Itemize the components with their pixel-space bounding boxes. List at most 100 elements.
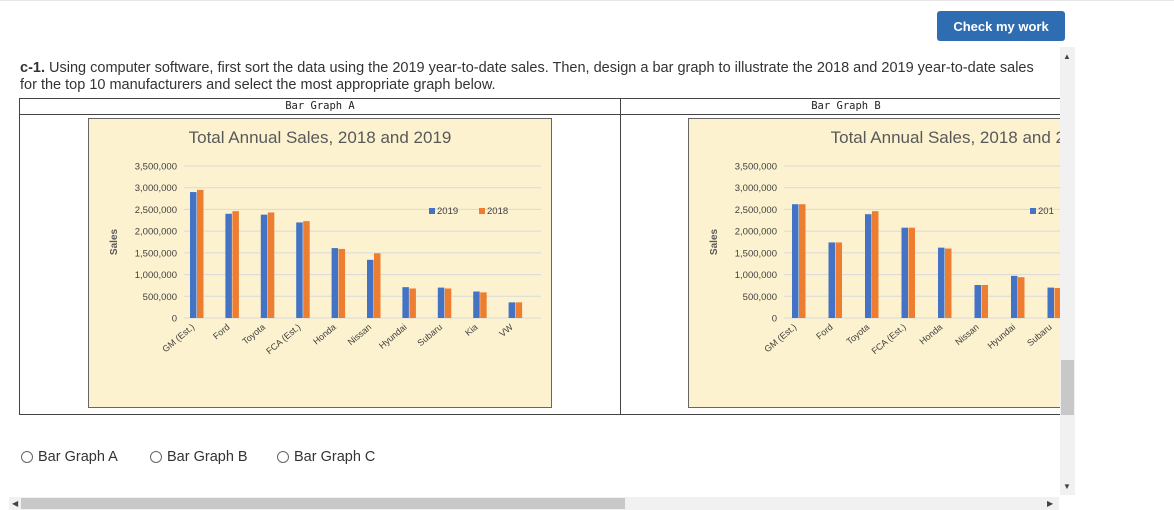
legend-label: 2019 xyxy=(437,206,458,217)
option-label: Bar Graph A xyxy=(38,449,118,465)
option-bar-graph-a[interactable]: Bar Graph A xyxy=(21,449,118,465)
x-tick-label: Subaru xyxy=(1025,322,1054,348)
horizontal-scroll-thumb[interactable] xyxy=(21,498,625,509)
radio-icon[interactable] xyxy=(277,451,289,463)
bar-2018 xyxy=(267,212,275,318)
bar-2019 xyxy=(296,222,303,318)
bar-2019 xyxy=(1011,275,1018,318)
question-number: c-1. xyxy=(20,60,45,76)
y-tick-label: 1,500,000 xyxy=(735,248,777,259)
bar-graph-a: Total Annual Sales, 2018 and 2019 Sales 0 5… xyxy=(109,128,541,356)
y-tick-label: 3,000,000 xyxy=(735,183,777,194)
bar-2018 xyxy=(303,221,310,318)
legend-label: 2018 xyxy=(487,206,508,217)
scroll-down-icon[interactable]: ▼ xyxy=(1063,482,1071,491)
bar-2018 xyxy=(908,227,915,318)
graph-table: Bar Graph A Total Annual Sales, 2018 and… xyxy=(19,98,1060,415)
bar-2019 xyxy=(260,214,268,318)
bar-2018 xyxy=(1054,288,1060,318)
x-tick-label: Subaru xyxy=(415,322,444,348)
x-tick-label: VW xyxy=(497,322,515,339)
chart-title: Total Annual Sales, 2018 and 2019 xyxy=(831,128,1060,147)
x-tick-label: Toyota xyxy=(240,322,267,347)
bar-2019 xyxy=(792,204,799,318)
graph-a-frame: Total Annual Sales, 2018 and 2019 Sales 0 5… xyxy=(88,118,552,408)
y-tick-label: 3,000,000 xyxy=(135,183,177,194)
top-divider xyxy=(0,0,1174,1)
bar-2019 xyxy=(473,291,480,318)
legend-swatch-2018 xyxy=(479,208,485,214)
y-tick-label: 2,000,000 xyxy=(735,227,777,238)
y-tick-label: 2,500,000 xyxy=(735,205,777,216)
option-label: Bar Graph C xyxy=(294,449,376,465)
y-tick-label: 0 xyxy=(772,314,777,325)
bar-2018 xyxy=(835,242,842,318)
scroll-left-icon[interactable]: ◀ xyxy=(12,499,19,508)
graph-a-header: Bar Graph A xyxy=(20,99,620,115)
bar-2018 xyxy=(409,288,416,318)
legend-label: 201 xyxy=(1038,206,1054,217)
legend-swatch-2019 xyxy=(1030,208,1036,214)
x-tick-label: Hyundai xyxy=(377,322,409,351)
bar-2019 xyxy=(225,213,232,318)
bar-2018 xyxy=(480,292,487,318)
graph-a-column: Bar Graph A Total Annual Sales, 2018 and… xyxy=(20,99,621,414)
vertical-scrollbar[interactable]: ▲ ▼ xyxy=(1060,47,1075,495)
graph-b-column: Bar Graph B Total Annual Sales, 2018 and… xyxy=(621,99,1060,414)
question-prompt: c-1. Using computer software, first sort… xyxy=(20,60,1050,94)
x-tick-label: FCA (Est.) xyxy=(870,322,908,356)
bar-2018 xyxy=(945,248,952,318)
bar-2018 xyxy=(799,204,806,318)
y-tick-label: 1,000,000 xyxy=(135,270,177,281)
bar-2018 xyxy=(872,211,879,318)
radio-icon[interactable] xyxy=(21,451,33,463)
chart-title: Total Annual Sales, 2018 and 2019 xyxy=(189,128,452,147)
x-tick-label: Nissan xyxy=(346,322,374,347)
check-my-work-button[interactable]: Check my work xyxy=(937,11,1065,41)
y-axis-label: Sales xyxy=(709,228,720,255)
y-tick-label: 0 xyxy=(172,314,177,325)
x-tick-label: FCA (Est.) xyxy=(264,322,302,356)
bar-2019 xyxy=(901,227,908,318)
bar-2018 xyxy=(338,248,346,318)
x-tick-label: Ford xyxy=(211,322,232,342)
option-label: Bar Graph B xyxy=(167,449,248,465)
scroll-right-icon[interactable]: ▶ xyxy=(1047,499,1054,508)
bar-2018 xyxy=(515,302,523,318)
x-tick-label: GM (Est.) xyxy=(762,322,798,354)
option-bar-graph-c[interactable]: Bar Graph C xyxy=(277,449,375,465)
bar-2019 xyxy=(1047,287,1054,318)
bar-2019 xyxy=(508,302,516,318)
graph-b-header: Bar Graph B xyxy=(621,99,1060,115)
x-tick-label: Hyundai xyxy=(986,322,1018,351)
question-text: Using computer software, first sort the … xyxy=(20,60,1034,93)
bar-graph-b: Total Annual Sales, 2018 and 2019 Sales 0 5… xyxy=(709,128,1060,356)
bar-2019 xyxy=(865,214,872,318)
vertical-scroll-thumb[interactable] xyxy=(1061,360,1074,415)
y-tick-label: 2,500,000 xyxy=(135,205,177,216)
option-bar-graph-b[interactable]: Bar Graph B xyxy=(150,449,248,465)
bar-2019 xyxy=(828,242,835,318)
bar-2018 xyxy=(1018,277,1025,318)
horizontal-scrollbar[interactable]: ◀ ▶ xyxy=(9,497,1059,510)
bar-2018 xyxy=(232,211,239,318)
bar-2018 xyxy=(981,284,988,318)
y-tick-label: 500,000 xyxy=(743,292,777,303)
bar-2019 xyxy=(402,287,409,318)
y-tick-label: 2,000,000 xyxy=(135,227,177,238)
scroll-up-icon[interactable]: ▲ xyxy=(1063,52,1071,61)
y-tick-label: 1,000,000 xyxy=(735,270,777,281)
x-tick-label: Honda xyxy=(311,322,338,347)
bar-2019 xyxy=(190,192,197,318)
bar-2019 xyxy=(367,259,374,318)
y-axis-label: Sales xyxy=(109,228,120,255)
x-tick-label: Kia xyxy=(463,322,479,338)
x-tick-label: Ford xyxy=(814,322,835,342)
y-tick-label: 1,500,000 xyxy=(135,248,177,259)
bar-2019 xyxy=(974,284,981,318)
bar-2018 xyxy=(197,189,204,318)
x-tick-label: Honda xyxy=(918,322,945,347)
y-tick-label: 3,500,000 xyxy=(735,162,777,173)
y-tick-label: 3,500,000 xyxy=(135,162,177,173)
radio-icon[interactable] xyxy=(150,451,162,463)
